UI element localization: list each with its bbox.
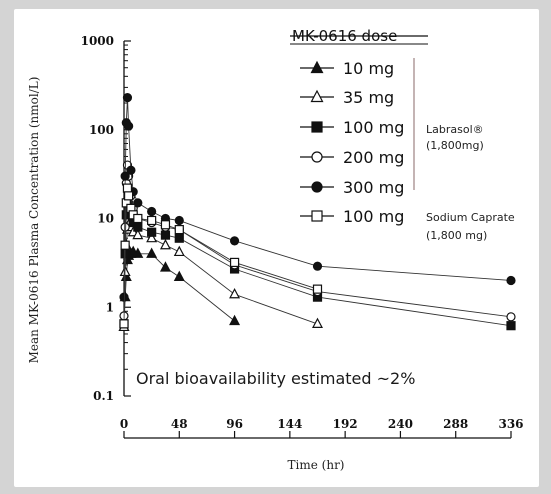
data-point: [229, 257, 240, 268]
legend-marker: [311, 151, 323, 163]
legend-marker: [311, 181, 323, 193]
data-point: [132, 228, 144, 240]
series-5: [119, 93, 516, 302]
legend-label: 10 mg: [343, 59, 394, 78]
x-tick-label: 240: [388, 417, 413, 431]
data-point: [126, 165, 136, 175]
y-axis-label: Mean MK-0616 Plasma Concentration (nmol/…: [27, 77, 41, 364]
data-point: [506, 275, 516, 286]
data-point: [147, 227, 157, 237]
x-axis-label: Time (hr): [288, 458, 345, 472]
y-tick-label: 0.1: [93, 389, 114, 403]
series-layer: [118, 93, 516, 332]
legend-marker: [310, 89, 324, 103]
data-point: [119, 319, 129, 329]
data-point: [124, 121, 134, 131]
data-point: [133, 198, 143, 208]
data-point: [159, 261, 171, 272]
x-tick-label: 0: [120, 417, 128, 431]
series-6: [119, 183, 323, 329]
legend-group-sub-2: (1,800 mg): [426, 229, 487, 242]
data-point: [174, 224, 184, 235]
y-tick-label: 1000: [81, 34, 114, 48]
y-tick-label: 1: [106, 300, 114, 314]
series-1: [118, 245, 241, 332]
data-point: [124, 191, 134, 201]
legend-label: 100 mg: [343, 118, 404, 137]
legend-marker: [311, 210, 323, 222]
data-point: [312, 261, 323, 271]
data-point: [229, 287, 241, 299]
legend-group-label-2: Sodium Caprate: [426, 211, 515, 224]
x-tick-label: 336: [498, 417, 523, 431]
legend-group-label-1: Labrasol®: [426, 123, 484, 136]
data-point: [173, 270, 185, 281]
data-point: [146, 231, 158, 243]
legend-marker: [310, 60, 324, 74]
data-point: [120, 171, 130, 181]
data-point: [160, 230, 171, 240]
y-tick-label: 100: [89, 123, 114, 137]
data-point: [174, 215, 184, 226]
series-line: [123, 251, 235, 327]
data-point: [122, 183, 133, 193]
data-point: [160, 220, 171, 230]
x-tick-label: 48: [171, 417, 188, 431]
data-point: [120, 240, 130, 250]
legend-label: 200 mg: [343, 148, 404, 167]
data-point: [506, 321, 516, 331]
data-point: [147, 206, 157, 217]
data-point: [122, 93, 133, 103]
data-point: [312, 317, 323, 328]
chart-panel: [14, 9, 539, 487]
x-tick-label: 96: [226, 417, 243, 431]
data-point: [146, 247, 158, 258]
legend-group-sub-1: (1,800mg): [426, 139, 484, 152]
data-point: [159, 238, 171, 250]
data-point: [133, 222, 143, 232]
legend-marker: [311, 121, 323, 133]
legend-label: 35 mg: [343, 88, 394, 107]
legend-label: 100 mg: [343, 207, 404, 226]
data-point: [147, 215, 157, 226]
x-tick-label: 192: [333, 417, 358, 431]
y-tick-label: 10: [97, 212, 114, 226]
data-point: [132, 247, 144, 258]
data-point: [173, 245, 185, 257]
data-point: [174, 233, 184, 243]
legend-label: 300 mg: [343, 178, 404, 197]
data-point: [133, 213, 143, 224]
legend: MK-0616 dose Labrasol® (1,800mg) Sodium …: [290, 27, 515, 242]
data-point: [312, 284, 323, 294]
x-tick-label: 144: [277, 417, 302, 431]
data-point: [229, 236, 240, 246]
data-point: [506, 312, 516, 322]
x-tick-label: 288: [443, 417, 468, 431]
bioavailability-annotation: Oral bioavailability estimated ~2%: [136, 369, 415, 388]
data-point: [229, 314, 241, 326]
